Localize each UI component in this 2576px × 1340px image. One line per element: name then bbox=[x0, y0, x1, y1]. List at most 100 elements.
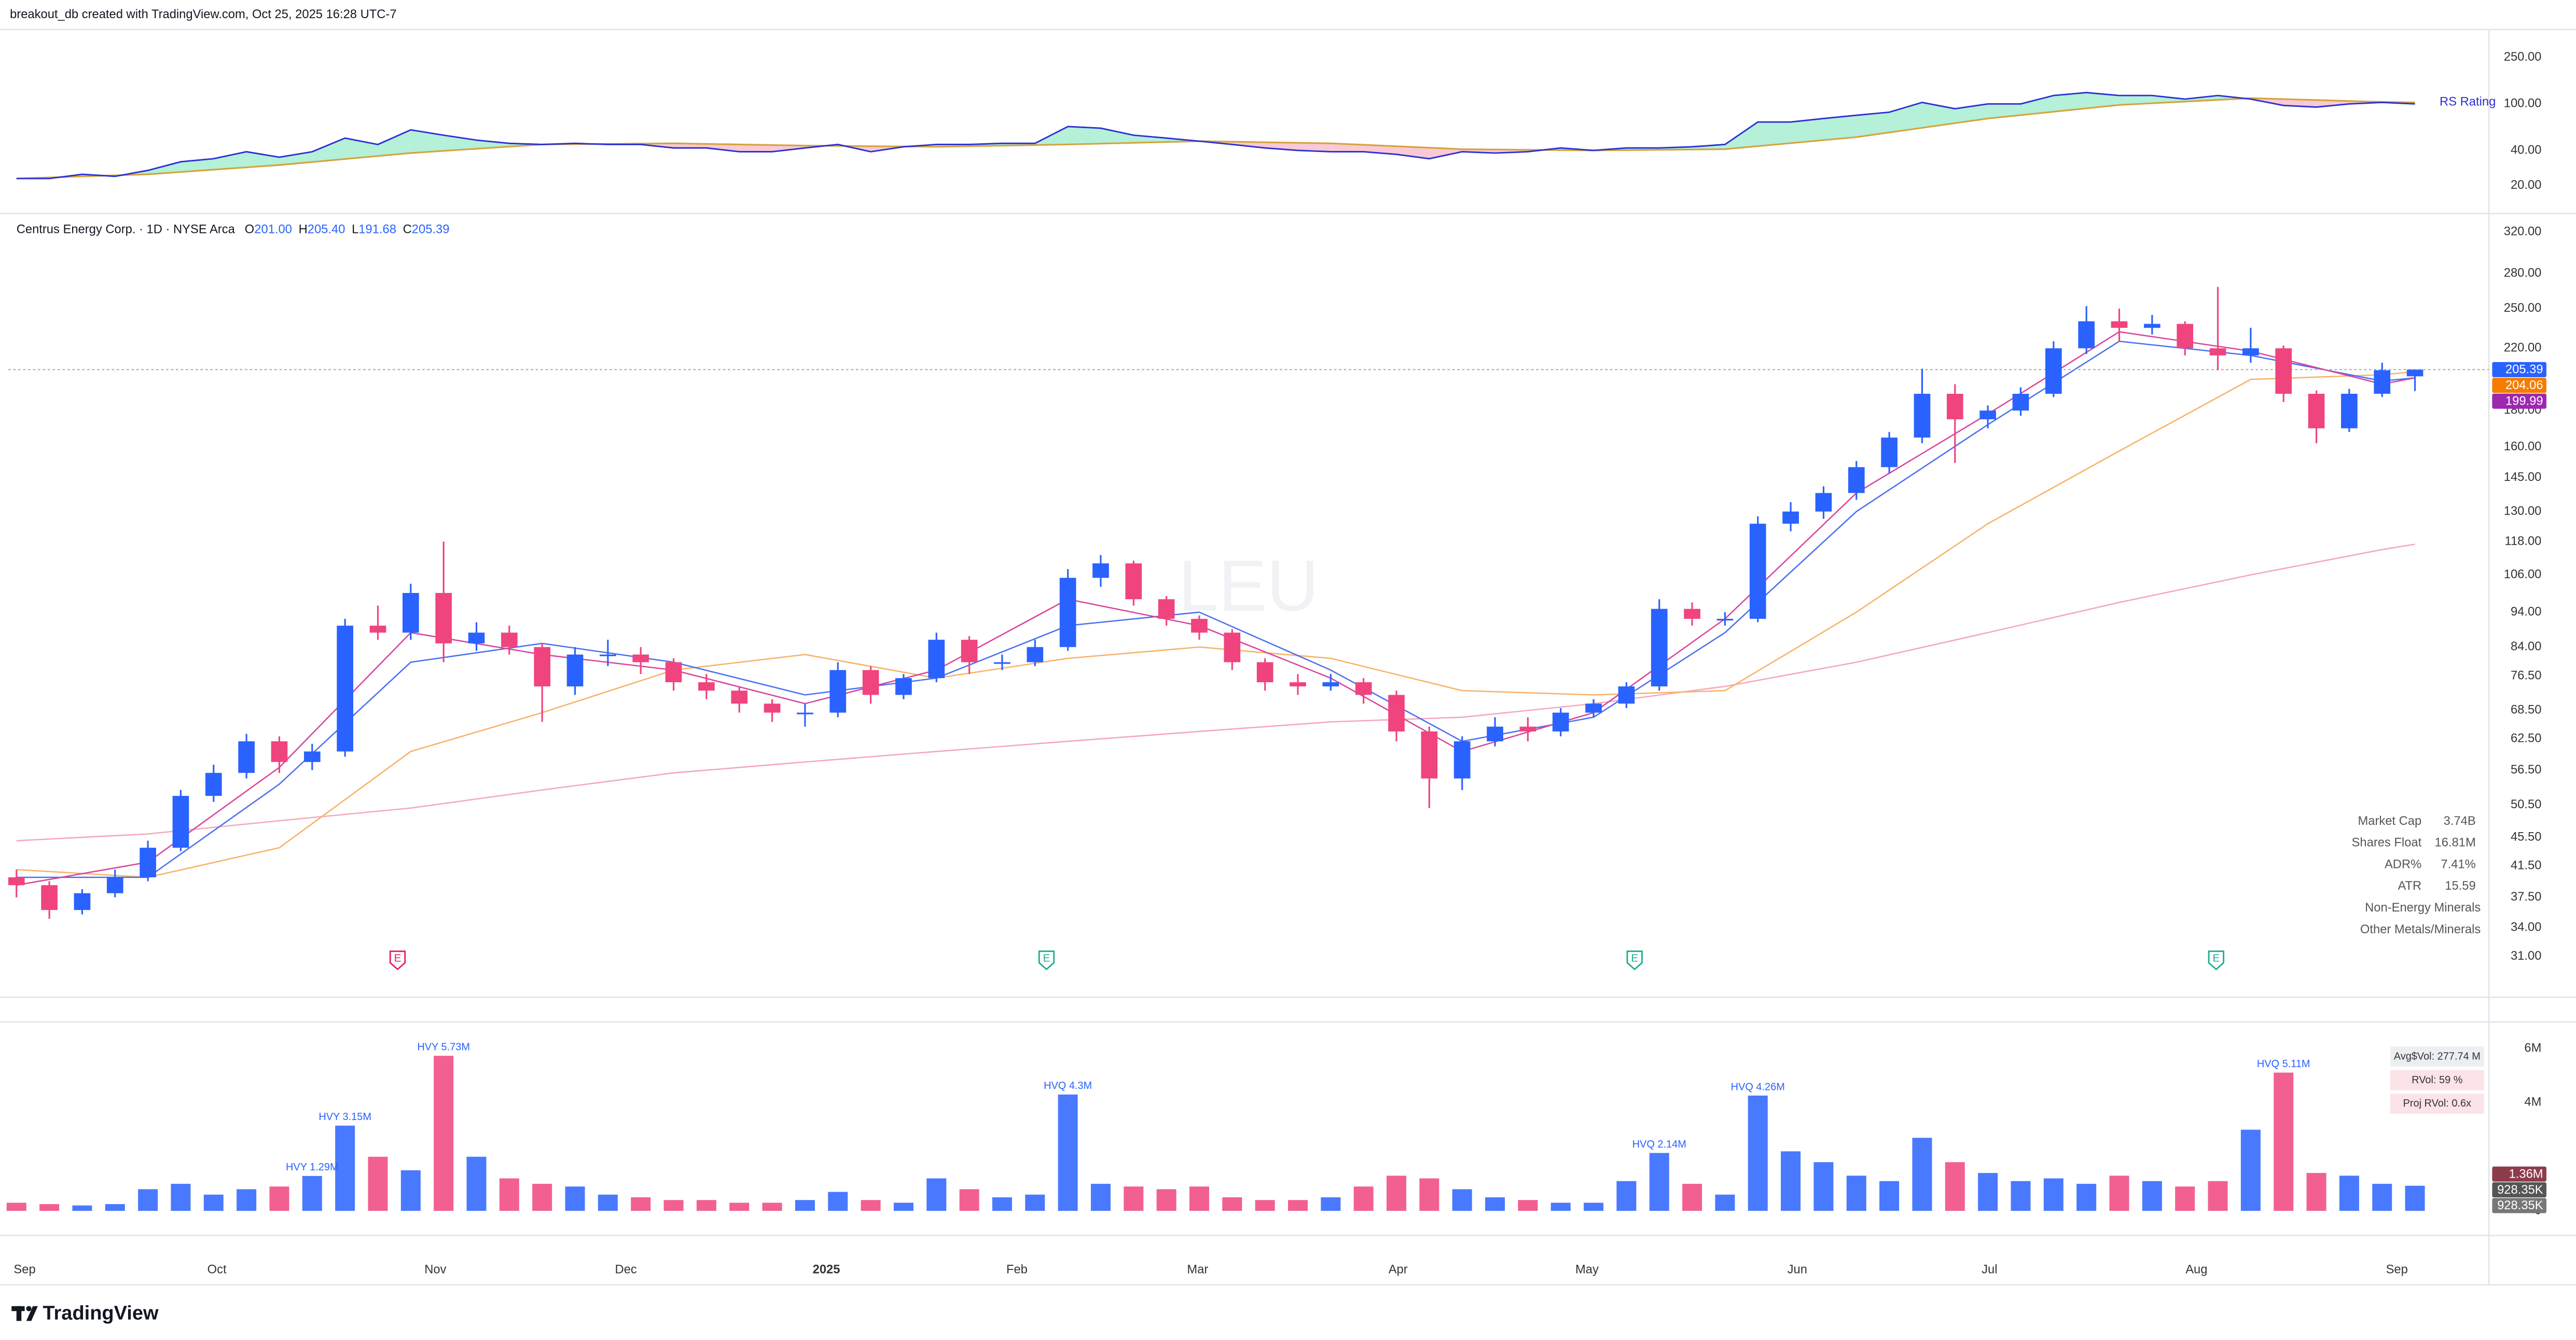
candle-body bbox=[2341, 394, 2358, 429]
volume-bar bbox=[72, 1205, 92, 1211]
rs-fill bbox=[1298, 143, 1331, 152]
volume-label: HVY 3.15M bbox=[318, 1111, 371, 1123]
price-tag-label: 928.35K bbox=[2497, 1183, 2543, 1197]
candle-body bbox=[501, 632, 518, 647]
rs-fill bbox=[2086, 92, 2120, 108]
candle-body bbox=[2012, 394, 2029, 411]
candle-body bbox=[2045, 348, 2062, 394]
volume-bar bbox=[1288, 1200, 1308, 1211]
rs-fill bbox=[2283, 99, 2317, 107]
rs-fill bbox=[1757, 122, 1791, 146]
y-tick-label: 68.50 bbox=[2511, 703, 2541, 717]
y-tick-label: 100.00 bbox=[2504, 96, 2542, 110]
rs-fill bbox=[1922, 102, 1955, 127]
volume-info-box bbox=[2390, 1046, 2484, 1067]
candle-body bbox=[337, 626, 353, 752]
rs-fill bbox=[213, 151, 247, 170]
rs-fill bbox=[1988, 104, 2021, 119]
volume-bar bbox=[828, 1192, 848, 1211]
candle-body bbox=[1519, 726, 1536, 731]
moving-average bbox=[16, 331, 2415, 886]
candle-body bbox=[1290, 682, 1306, 687]
volume-bar bbox=[39, 1204, 60, 1211]
legend-ohlc-label: L bbox=[352, 223, 358, 237]
rs-fill bbox=[706, 144, 740, 152]
earnings-marker bbox=[389, 950, 406, 971]
legend-ohlc-label: O bbox=[245, 223, 254, 237]
x-tick-label: Dec bbox=[615, 1262, 637, 1276]
y-tick-label: 56.50 bbox=[2511, 763, 2541, 777]
y-tick-label: 84.00 bbox=[2511, 640, 2541, 654]
volume-bar bbox=[1189, 1186, 1209, 1211]
volume-bar bbox=[1879, 1181, 1900, 1211]
candle-body bbox=[106, 877, 123, 893]
volume-bar bbox=[2208, 1181, 2228, 1211]
candle-body bbox=[140, 848, 156, 878]
price-tag-label: 204.06 bbox=[2505, 378, 2543, 392]
candle-body bbox=[2308, 394, 2325, 429]
candle-body bbox=[1651, 609, 1668, 687]
candle-body bbox=[1552, 712, 1569, 731]
earnings-label: E bbox=[2212, 952, 2220, 964]
price-tag-label: 205.39 bbox=[2505, 363, 2543, 377]
y-tick-label: 31.00 bbox=[2511, 949, 2541, 963]
y-tick-label: 20.00 bbox=[2511, 178, 2541, 192]
volume-bar bbox=[729, 1203, 750, 1211]
candle-body bbox=[2078, 321, 2095, 349]
volume-bar bbox=[368, 1156, 388, 1211]
candle-body bbox=[797, 712, 813, 714]
volume-bar bbox=[2175, 1186, 2195, 1211]
x-tick-label: May bbox=[1575, 1262, 1599, 1276]
y-tick-label: 145.00 bbox=[2504, 470, 2542, 484]
volume-label: HVY 5.73M bbox=[417, 1042, 470, 1053]
volume-label: HVQ 4.3M bbox=[1044, 1080, 1092, 1092]
x-tick-label: Apr bbox=[1389, 1262, 1408, 1276]
candle-body bbox=[1716, 618, 1734, 621]
rs-fill bbox=[378, 130, 411, 156]
info-label: Market Cap bbox=[2358, 814, 2421, 828]
candle-body bbox=[2177, 324, 2194, 349]
volume-bar bbox=[203, 1194, 224, 1211]
rs-fill bbox=[1331, 143, 1364, 152]
volume-bar bbox=[2011, 1181, 2031, 1211]
candle-body bbox=[1158, 599, 1175, 619]
candle-body bbox=[632, 654, 649, 662]
logo bbox=[11, 1306, 38, 1321]
y-tick-label: 160.00 bbox=[2504, 439, 2542, 453]
moving-average bbox=[16, 97, 2415, 179]
volume-bar bbox=[237, 1189, 257, 1211]
rs-fill bbox=[1133, 135, 1167, 143]
volume-bar bbox=[663, 1200, 684, 1211]
volume-info: RVol: 59 % bbox=[2412, 1074, 2463, 1086]
price-tag-label: 199.99 bbox=[2505, 394, 2543, 408]
volume-bar bbox=[1550, 1203, 1571, 1211]
legend-ohlc-label: C bbox=[403, 223, 412, 237]
candle-body bbox=[1125, 563, 1142, 600]
volume-bar bbox=[2274, 1072, 2294, 1211]
volume-bar bbox=[1912, 1138, 1932, 1211]
price-tag bbox=[2492, 1198, 2546, 1213]
candle-body bbox=[1684, 609, 1700, 619]
candle-body bbox=[1388, 695, 1405, 731]
candle-body bbox=[1092, 563, 1109, 578]
x-tick-label: Oct bbox=[207, 1262, 227, 1276]
candle-body bbox=[2111, 321, 2128, 328]
volume-bar bbox=[2109, 1176, 2129, 1211]
y-tick-label: 130.00 bbox=[2504, 504, 2542, 518]
volume-bar bbox=[861, 1200, 881, 1211]
candle-body bbox=[566, 654, 584, 687]
volume-bar bbox=[1321, 1197, 1341, 1211]
candle-body bbox=[600, 654, 616, 656]
candle-body bbox=[2144, 324, 2160, 328]
rs-fill bbox=[2316, 100, 2349, 107]
y-tick-label: 50.50 bbox=[2511, 797, 2541, 811]
earnings-marker bbox=[2208, 950, 2225, 971]
candle-body bbox=[41, 885, 58, 910]
volume-info-box bbox=[2390, 1093, 2484, 1114]
info-label: ATR bbox=[2398, 879, 2421, 893]
price-tag bbox=[2492, 362, 2546, 378]
candle-body bbox=[534, 647, 551, 687]
volume-info: Avg$Vol: 277.74 M bbox=[2394, 1051, 2481, 1062]
volume-bar bbox=[1353, 1186, 1374, 1211]
